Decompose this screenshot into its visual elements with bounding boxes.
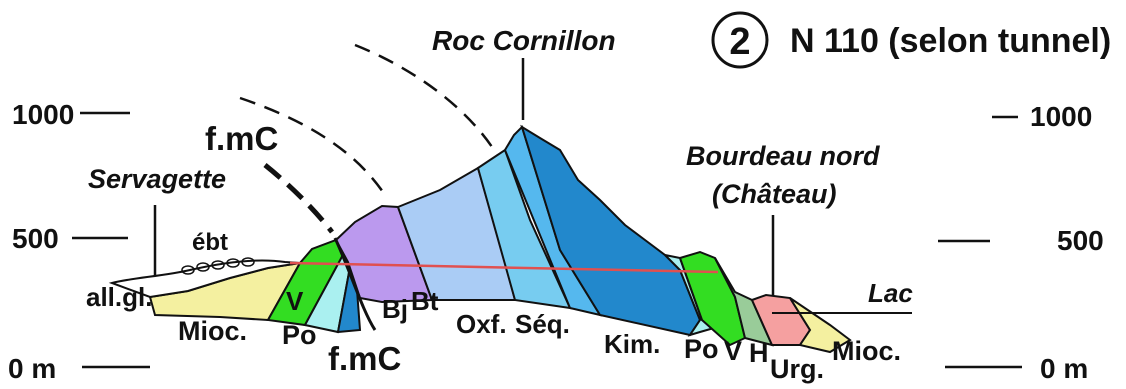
section-number: 2: [729, 21, 750, 63]
pebble: [211, 260, 225, 270]
label-mioc-west: Mioc.: [178, 316, 247, 346]
label-fault-upper: f.mC: [205, 120, 278, 157]
label-all-gl: all.gl.: [86, 282, 152, 312]
pebble: [226, 258, 240, 268]
label-bourdeau-line1: Bourdeau nord: [686, 141, 880, 171]
label-h-east: H: [749, 338, 769, 368]
label-roc-cornillon: Roc Cornillon: [432, 25, 616, 56]
pebble: [196, 262, 210, 272]
label-seq: Séq.: [515, 309, 570, 339]
scale-right-500: 500: [1057, 225, 1104, 256]
label-po-west: Po: [282, 320, 317, 350]
label-bt: Bt: [411, 286, 439, 316]
pebble: [181, 265, 195, 275]
label-urg: Urg.: [770, 354, 824, 384]
label-bj: Bj: [382, 294, 408, 324]
scale-left-1000: 1000: [12, 99, 74, 130]
fault-projection-outer: [354, 43, 507, 171]
scale-right-1000: 1000: [1030, 101, 1092, 132]
label-lac: Lac: [868, 278, 913, 308]
label-servagette: Servagette: [88, 164, 226, 194]
label-bourdeau-line2: (Château): [712, 179, 837, 209]
fault-projection-inner: [239, 96, 387, 196]
label-mioc-east: Mioc.: [832, 336, 901, 366]
tunnel-line: [289, 261, 719, 274]
fault-fmc-lower-trace: [333, 237, 377, 331]
label-v-east: V: [724, 336, 742, 366]
unit-miocene-east: [789, 297, 852, 354]
label-kim: Kim.: [604, 329, 660, 359]
pebble: [241, 257, 255, 267]
label-ebt: ébt: [192, 229, 228, 256]
fault-fmc-upper-trace: [263, 163, 334, 234]
label-po-east: Po: [684, 334, 719, 364]
section-number-circle: [711, 11, 769, 69]
label-fault-lower: f.mC: [328, 340, 401, 377]
scale-left-0m: 0 m: [8, 353, 56, 384]
scale-left-500: 500: [12, 223, 59, 254]
label-oxf: Oxf.: [456, 309, 507, 339]
section-title: N 110 (selon tunnel): [790, 22, 1111, 60]
label-v-west: V: [286, 286, 304, 316]
scale-right-0m: 0 m: [1040, 353, 1088, 384]
unit-kimmeridgien: [520, 124, 702, 337]
